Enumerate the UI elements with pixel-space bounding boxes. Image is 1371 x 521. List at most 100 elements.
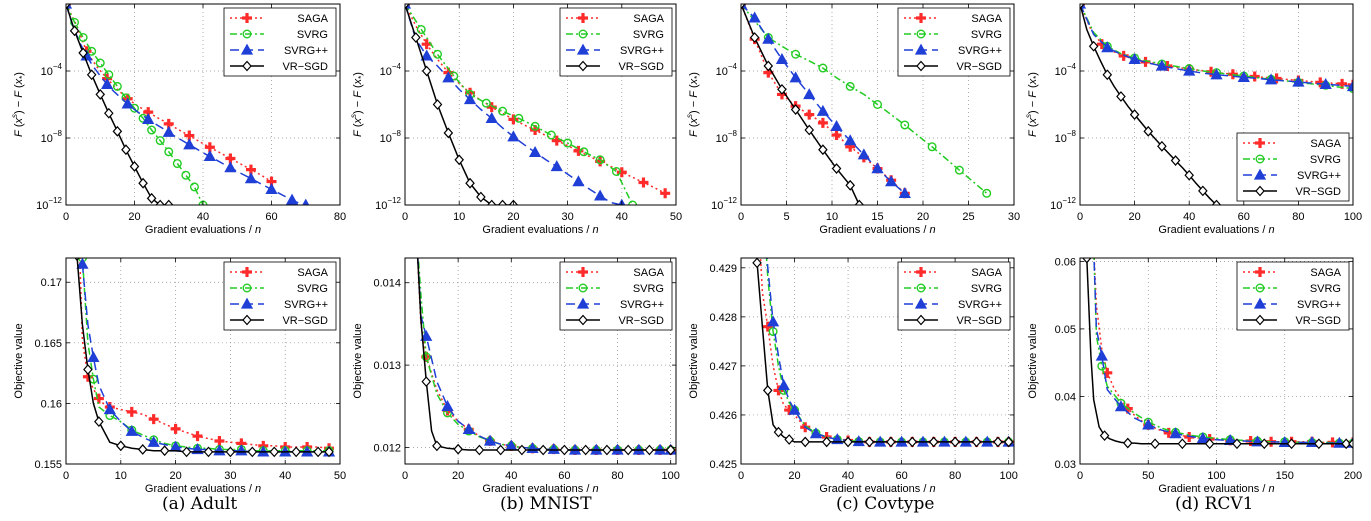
data-point-vr-sgd <box>476 191 486 203</box>
x-axis-label: Gradient evaluations / n <box>1158 483 1274 495</box>
data-point-vr-sgd <box>1099 430 1110 442</box>
data-point-vr-sgd <box>225 446 236 458</box>
series-line-vr-sgd <box>756 262 1009 443</box>
data-point-svrg <box>412 213 420 221</box>
data-point-vr-sgd <box>405 4 410 10</box>
y-tick-label: 10−4 <box>41 62 63 78</box>
x-tick-label: 20 <box>788 470 800 482</box>
data-point-svrg <box>927 142 937 152</box>
data-point-vr-sgd <box>146 192 157 204</box>
data-point-vr-sgd <box>1088 40 1099 52</box>
x-tick-label: 80 <box>611 470 623 482</box>
x-tick-label: 0 <box>402 211 408 223</box>
data-point-vr-sgd <box>291 446 301 458</box>
legend-marker-svrg <box>242 29 252 39</box>
data-point-vr-sgd <box>1184 169 1195 181</box>
data-point-svrg <box>416 25 426 35</box>
data-point-vr-sgd <box>517 444 527 456</box>
data-point-svrg <box>172 159 182 169</box>
data-point-vr-sgd <box>800 436 811 448</box>
data-point-svrg <box>789 71 802 83</box>
data-point-vr-sgd <box>1286 438 1297 450</box>
data-point-svrg <box>852 435 865 447</box>
legend-marker-saga <box>916 13 926 23</box>
data-point-vr-sgd <box>777 83 787 95</box>
data-point-vr-sgd <box>1082 258 1092 264</box>
data-point-vr-sgd <box>1314 438 1324 450</box>
data-point-svrg <box>183 138 196 150</box>
legend-marker-svrg <box>916 29 926 39</box>
data-point-vr-sgd <box>1157 140 1167 152</box>
legend-label-svrg: SVRG++ <box>958 299 1002 311</box>
legend-label-svrg: SVRG <box>971 283 1002 295</box>
data-point-svrg <box>147 125 157 135</box>
y-tick-label: 0.03 <box>1055 459 1076 471</box>
legend-label-svrg: SVRG <box>633 29 664 41</box>
data-point-svrg <box>463 93 477 105</box>
data-point-vr-sgd <box>155 199 165 205</box>
data-point-svrg <box>285 193 299 205</box>
y-axis-label: F (xs) − F (x*) <box>10 72 27 137</box>
data-point-svrg <box>483 434 497 446</box>
x-tick-label: 20 <box>507 211 519 223</box>
data-point-svrg <box>775 52 789 64</box>
legend-marker-vr-sgd <box>578 314 588 326</box>
legend-label-saga: SAGA <box>1310 267 1341 279</box>
data-point-vr-sgd <box>86 69 97 81</box>
data-point-svrg <box>563 138 573 148</box>
x-axis-label: Gradient evaluations / n <box>145 483 261 495</box>
data-point-svrg <box>547 442 560 454</box>
data-point-vr-sgd <box>752 258 762 269</box>
data-point-svrg <box>155 136 165 146</box>
series-line-saga <box>416 258 671 451</box>
data-point-vr-sgd <box>1211 199 1222 205</box>
y-axis-label: Objective value <box>352 323 364 398</box>
data-point-svrg <box>1210 68 1223 80</box>
legend-label-vr-sgd: VR−SGD <box>282 61 328 73</box>
legend-label-svrg: SVRG++ <box>284 45 328 57</box>
data-point-vr-sgd <box>247 446 258 458</box>
data-point-svrg <box>1292 75 1305 87</box>
data-point-svrg <box>791 49 801 59</box>
data-point-svrg <box>244 172 258 184</box>
data-point-svrg <box>142 113 155 124</box>
series-group <box>412 213 676 456</box>
series-line-vr-sgd <box>741 4 860 205</box>
data-point-svrg <box>767 315 780 327</box>
data-point-svrg <box>900 120 910 130</box>
legend-label-svrg: SVRG++ <box>1297 299 1341 311</box>
series-group <box>405 4 671 205</box>
chart-mnist-suboptimality: 0 10 20 30 40 50 10−12 10−8 10−4 Gradient evaluat… <box>349 3 682 236</box>
data-point-svrg <box>982 188 992 198</box>
data-point-vr-sgd <box>831 163 842 174</box>
x-tick-label: 100 <box>1207 470 1225 482</box>
data-point-svrg <box>87 351 100 363</box>
data-point-svrg <box>594 189 607 201</box>
x-tick-label: 60 <box>265 211 277 223</box>
series-group <box>66 4 310 205</box>
data-point-svrg <box>954 165 964 175</box>
data-point-saga <box>93 393 104 404</box>
data-point-vr-sgd <box>104 107 114 119</box>
data-point-vr-sgd <box>432 440 442 452</box>
data-point-saga <box>773 385 784 396</box>
data-point-svrg <box>1142 418 1155 430</box>
data-point-vr-sgd <box>784 434 794 445</box>
y-tick-label: 0.155 <box>34 459 62 471</box>
data-point-vr-sgd <box>95 89 106 100</box>
x-tick-label: 5 <box>783 211 789 223</box>
x-tick-label: 40 <box>279 470 291 482</box>
data-point-svrg <box>528 145 542 157</box>
data-point-svrg <box>78 33 88 43</box>
data-point-svrg <box>203 150 216 162</box>
data-point-vr-sgd <box>749 32 760 43</box>
data-point-svrg <box>103 403 116 415</box>
x-tick-label: 0 <box>738 470 744 482</box>
axes-frame <box>404 257 677 465</box>
data-point-vr-sgd <box>1129 109 1140 120</box>
data-point-svrg <box>441 399 454 411</box>
legend-label-saga: SAGA <box>297 13 328 25</box>
data-point-vr-sgd <box>1259 438 1270 450</box>
y-tick-label: 10−8 <box>716 129 738 145</box>
data-point-svrg <box>611 166 621 176</box>
